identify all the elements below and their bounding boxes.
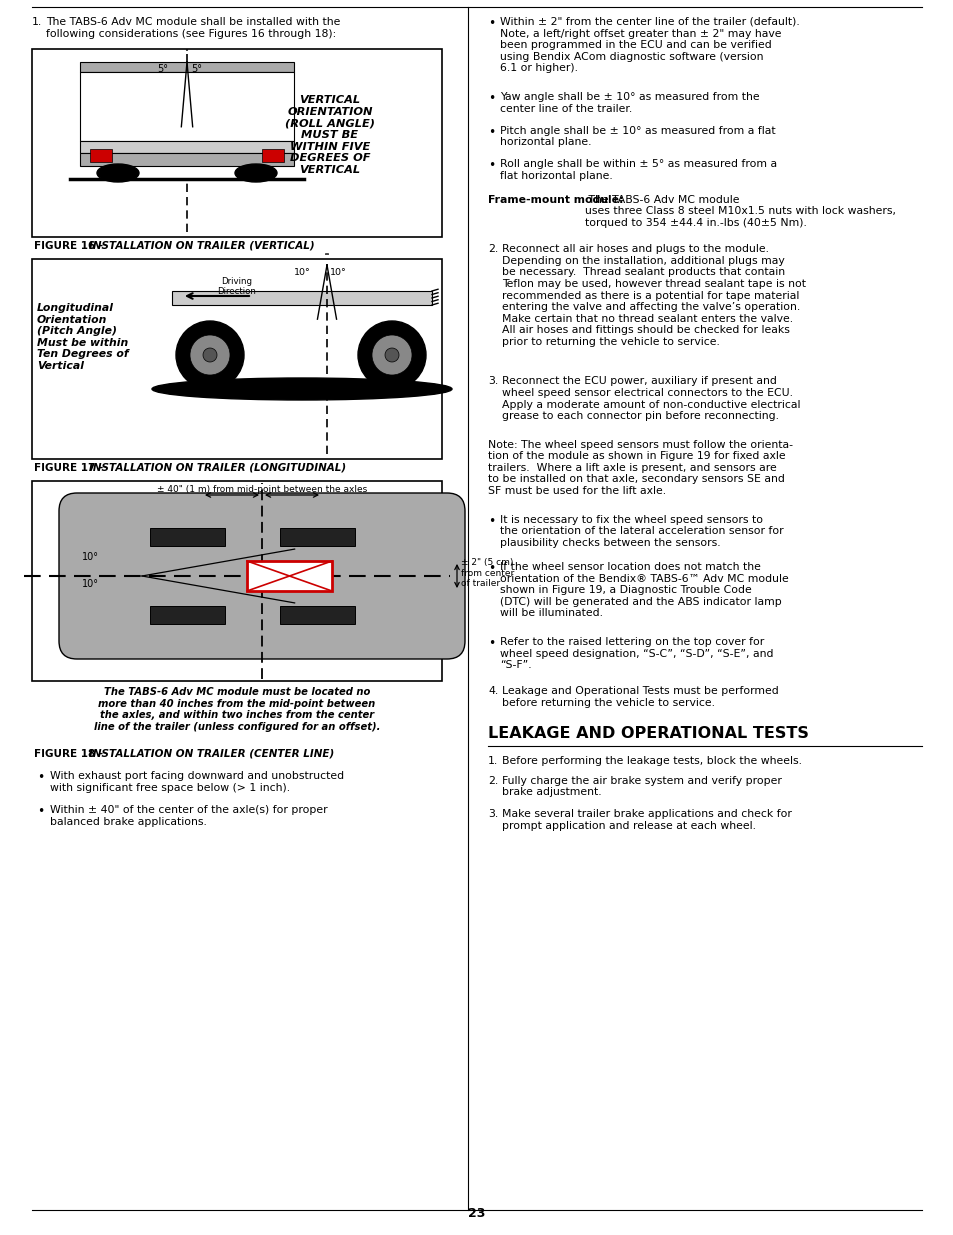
Circle shape (372, 335, 412, 375)
Text: •: • (488, 515, 495, 527)
Circle shape (175, 321, 244, 389)
Bar (172, 291, 432, 305)
Ellipse shape (97, 164, 139, 182)
Text: INSTALLATION ON TRAILER (VERTICAL): INSTALLATION ON TRAILER (VERTICAL) (89, 241, 314, 251)
Ellipse shape (152, 378, 452, 400)
Text: 10°: 10° (330, 268, 346, 277)
Bar (151, 606, 225, 624)
Text: INSTALLATION ON TRAILER (CENTER LINE): INSTALLATION ON TRAILER (CENTER LINE) (89, 748, 334, 760)
Bar (151, 529, 225, 546)
Bar (247, 561, 332, 592)
Text: ± 2" (5 cm)
from center
of trailer: ± 2" (5 cm) from center of trailer (460, 558, 514, 588)
Text: Within ± 40" of the center of the axle(s) for proper
balanced brake applications: Within ± 40" of the center of the axle(s… (50, 805, 327, 826)
Bar (80, 62, 294, 72)
Text: Within ± 2" from the center line of the trailer (default).
Note, a left/right of: Within ± 2" from the center line of the … (499, 17, 799, 73)
Text: Leakage and Operational Tests must be performed
before returning the vehicle to : Leakage and Operational Tests must be pe… (501, 687, 778, 708)
Bar (32, 259, 441, 459)
Text: 5°: 5° (157, 64, 168, 74)
Text: LEAKAGE AND OPERATIONAL TESTS: LEAKAGE AND OPERATIONAL TESTS (488, 726, 808, 741)
Text: With exhaust port facing downward and unobstructed
with significant free space b: With exhaust port facing downward and un… (50, 771, 344, 793)
Text: The TABS-6 Adv MC module
uses three Class 8 steel M10x1.5 nuts with lock washers: The TABS-6 Adv MC module uses three Clas… (584, 195, 895, 228)
Text: The TABS-6 Adv MC module shall be installed with the
following considerations (s: The TABS-6 Adv MC module shall be instal… (46, 17, 340, 38)
Text: •: • (488, 159, 495, 172)
Bar (80, 141, 294, 153)
Ellipse shape (234, 164, 276, 182)
Text: 1.: 1. (32, 17, 42, 27)
Circle shape (190, 335, 230, 375)
Text: Fully charge the air brake system and verify proper
brake adjustment.: Fully charge the air brake system and ve… (501, 776, 781, 798)
Bar (90, 149, 112, 162)
Bar (262, 149, 284, 162)
Text: 10°: 10° (82, 552, 99, 562)
Text: Note: The wheel speed sensors must follow the orienta-
tion of the module as sho: Note: The wheel speed sensors must follo… (488, 440, 792, 496)
Text: 4.: 4. (488, 687, 497, 697)
Text: ± 40" (1 m) from mid-point between the axles: ± 40" (1 m) from mid-point between the a… (156, 485, 367, 494)
Text: VERTICAL
ORIENTATION
(ROLL ANGLE)
MUST BE
WITHIN FIVE
DEGREES OF
VERTICAL: VERTICAL ORIENTATION (ROLL ANGLE) MUST B… (285, 95, 375, 175)
Text: Frame-mount module:: Frame-mount module: (488, 195, 623, 205)
Text: •: • (488, 17, 495, 30)
Circle shape (357, 321, 426, 389)
Text: Pitch angle shall be ± 10° as measured from a flat
horizontal plane.: Pitch angle shall be ± 10° as measured f… (499, 126, 775, 147)
Text: INSTALLATION ON TRAILER (LONGITUDINAL): INSTALLATION ON TRAILER (LONGITUDINAL) (89, 463, 346, 473)
Bar (280, 606, 355, 624)
Bar (32, 49, 441, 237)
Text: •: • (488, 91, 495, 105)
Text: 10°: 10° (294, 268, 311, 277)
Text: It is necessary to fix the wheel speed sensors to
the orientation of the lateral: It is necessary to fix the wheel speed s… (499, 515, 782, 548)
Circle shape (203, 348, 216, 362)
Text: Reconnect all air hoses and plugs to the module.
Depending on the installation, : Reconnect all air hoses and plugs to the… (501, 245, 805, 347)
FancyBboxPatch shape (59, 493, 464, 659)
Text: Refer to the raised lettering on the top cover for
wheel speed designation, “S-C: Refer to the raised lettering on the top… (499, 637, 773, 671)
Text: 3.: 3. (488, 377, 497, 387)
Text: •: • (488, 562, 495, 576)
Text: 3.: 3. (488, 809, 497, 819)
Text: Yaw angle shall be ± 10° as measured from the
center line of the trailer.: Yaw angle shall be ± 10° as measured fro… (499, 91, 759, 114)
Bar (32, 480, 441, 680)
Text: 1.: 1. (488, 756, 497, 766)
Text: 2.: 2. (488, 245, 497, 254)
Text: •: • (488, 637, 495, 650)
Circle shape (385, 348, 398, 362)
Text: 23: 23 (468, 1207, 485, 1220)
Text: Longitudinal
Orientation
(Pitch Angle)
Must be within
Ten Degrees of
Vertical: Longitudinal Orientation (Pitch Angle) M… (37, 303, 129, 370)
Bar (80, 153, 294, 165)
Text: The TABS-6 Adv MC module must be located no
more than 40 inches from the mid-poi: The TABS-6 Adv MC module must be located… (93, 687, 380, 732)
Text: Before performing the leakage tests, block the wheels.: Before performing the leakage tests, blo… (501, 756, 801, 766)
Text: Roll angle shall be within ± 5° as measured from a
flat horizontal plane.: Roll angle shall be within ± 5° as measu… (499, 159, 777, 180)
Text: If the wheel sensor location does not match the
orientation of the Bendix® TABS-: If the wheel sensor location does not ma… (499, 562, 788, 619)
Bar (280, 529, 355, 546)
Text: •: • (37, 805, 44, 818)
Text: Reconnect the ECU power, auxiliary if present and
wheel speed sensor electrical : Reconnect the ECU power, auxiliary if pr… (501, 377, 800, 421)
Text: •: • (37, 771, 44, 784)
Text: Make several trailer brake applications and check for
prompt application and rel: Make several trailer brake applications … (501, 809, 791, 831)
Text: FIGURE 17 -: FIGURE 17 - (34, 463, 107, 473)
Text: FIGURE 18 -: FIGURE 18 - (34, 748, 107, 760)
Text: •: • (488, 126, 495, 138)
Text: Driving
Direction: Driving Direction (217, 277, 256, 296)
Text: 2.: 2. (488, 776, 497, 785)
Bar (80, 72, 294, 141)
Text: 5°: 5° (191, 64, 202, 74)
Text: FIGURE 16 -: FIGURE 16 - (34, 241, 107, 251)
Text: 10°: 10° (82, 579, 99, 589)
